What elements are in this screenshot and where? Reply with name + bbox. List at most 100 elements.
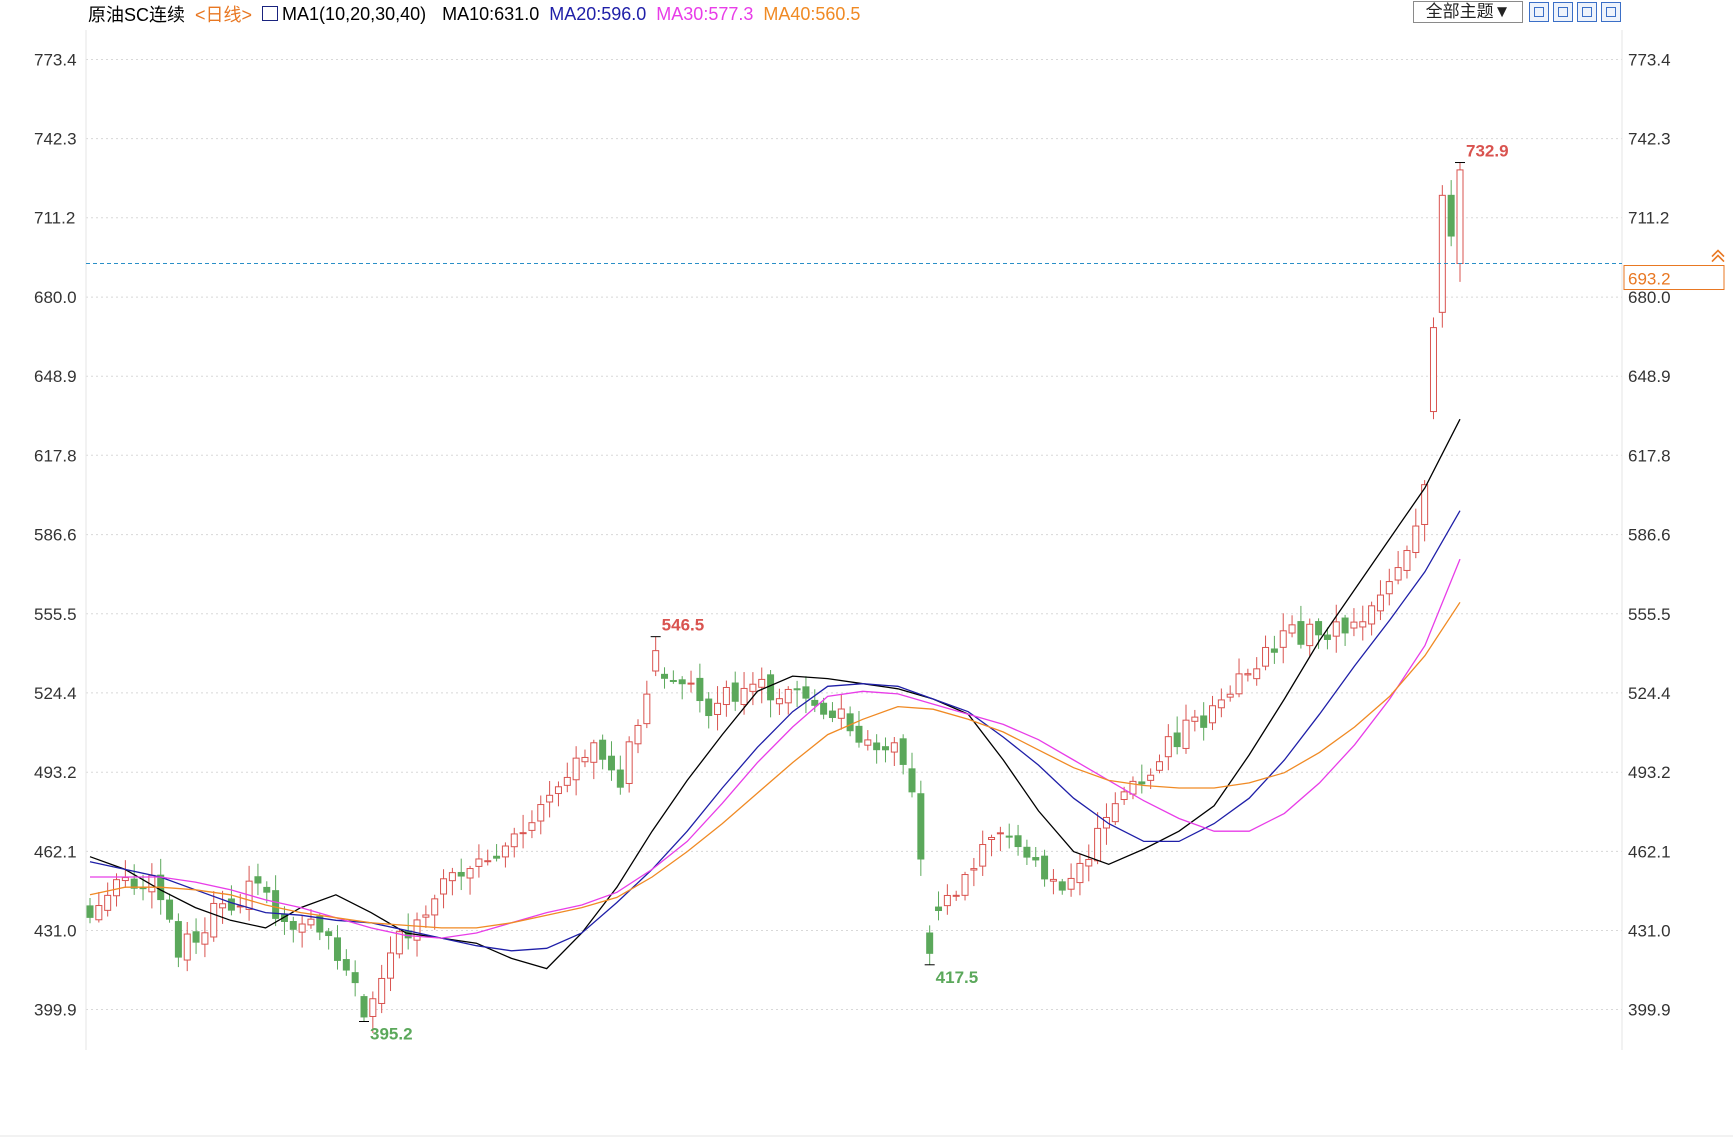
- candle-down: [457, 871, 465, 877]
- candle-up: [298, 923, 306, 933]
- candle-down: [705, 698, 713, 717]
- candle-down: [360, 996, 368, 1018]
- candle-up: [643, 693, 651, 725]
- candle-down: [227, 898, 235, 911]
- candle-up: [758, 678, 766, 688]
- candle-down: [192, 931, 200, 943]
- candle-up: [634, 724, 642, 745]
- candle-up: [1067, 877, 1075, 890]
- zoom-in-icon[interactable]: [1553, 2, 1573, 22]
- candle-up: [1182, 719, 1190, 749]
- current-price-tag: [1623, 265, 1725, 291]
- low-label: 395.2: [370, 1025, 413, 1044]
- ma-group[interactable]: MA1(10,20,30,40): [262, 4, 436, 25]
- candle-up: [837, 708, 845, 719]
- y-tick-label-right: 431.0: [1628, 921, 1671, 940]
- candle-up: [95, 905, 103, 921]
- candle-up: [563, 776, 571, 786]
- period-label[interactable]: <日线>: [195, 5, 253, 25]
- candle-up: [1279, 630, 1287, 648]
- candle-down: [1315, 621, 1323, 636]
- theme-dropdown-button[interactable]: 全部主题▼: [1413, 1, 1523, 23]
- candle-up: [1306, 623, 1314, 647]
- y-tick-label-right: 617.8: [1628, 446, 1671, 465]
- candle-down: [855, 725, 863, 743]
- candle-down: [86, 905, 94, 918]
- y-tick-label-left: 399.9: [34, 1001, 77, 1020]
- y-tick-label-right: 555.5: [1628, 605, 1671, 624]
- candle-up: [996, 832, 1004, 835]
- candle-up: [431, 898, 439, 916]
- candle-up: [1085, 859, 1093, 867]
- low-label: 417.5: [936, 968, 979, 987]
- candle-up: [1164, 736, 1172, 758]
- candle-up: [219, 903, 227, 909]
- candle-up: [890, 742, 898, 753]
- candle-up: [546, 794, 554, 803]
- candle-up: [1217, 699, 1225, 709]
- candle-down: [731, 682, 739, 702]
- candle-down: [1138, 781, 1146, 785]
- candle-down: [263, 886, 271, 893]
- candle-down: [325, 931, 333, 937]
- candle-up: [1262, 646, 1270, 667]
- candle-up: [1421, 484, 1429, 525]
- candle-up: [1094, 827, 1102, 862]
- candle-up: [1120, 791, 1128, 801]
- jump-end-icon[interactable]: [1601, 2, 1621, 22]
- candle-down: [342, 959, 350, 971]
- candle-up: [1226, 693, 1234, 698]
- indicator-icon: [262, 5, 279, 21]
- candle-up: [387, 952, 395, 979]
- y-tick-label-right: 399.9: [1628, 1001, 1671, 1020]
- candle-up: [749, 683, 757, 692]
- high-label: 546.5: [662, 616, 705, 635]
- crosshair-icon[interactable]: [1529, 2, 1549, 22]
- candle-down: [661, 673, 669, 679]
- candle-up: [537, 804, 545, 822]
- y-tick-label-left: 742.3: [34, 130, 77, 149]
- candle-down: [254, 876, 262, 884]
- candle-down: [846, 713, 854, 732]
- candle-up: [1332, 621, 1340, 637]
- candle-down: [616, 769, 624, 788]
- candle-down: [935, 906, 943, 912]
- candle-down: [1023, 846, 1031, 858]
- candle-up: [1368, 605, 1376, 625]
- candle-up: [528, 822, 536, 831]
- candle-down: [289, 921, 297, 930]
- candle-down: [404, 930, 412, 939]
- candle-up: [784, 688, 792, 704]
- candle-up: [952, 894, 960, 897]
- ma20-line: [89, 510, 1461, 952]
- y-tick-label-right: 742.3: [1628, 130, 1671, 149]
- candle-up: [1429, 327, 1437, 413]
- candle-up: [378, 977, 386, 1004]
- y-tick-label-right: 493.2: [1628, 763, 1671, 782]
- y-tick-label-left: 431.0: [34, 921, 77, 940]
- candle-up: [1288, 624, 1296, 634]
- candle-up: [1403, 550, 1411, 571]
- symbol-name[interactable]: 原油SC连续: [88, 5, 186, 25]
- candle-down: [1297, 621, 1305, 645]
- candle-up: [1235, 673, 1243, 695]
- candle-up: [979, 844, 987, 867]
- candle-down: [1200, 715, 1208, 728]
- candle-down: [272, 890, 280, 919]
- chart-legend: 原油SC连续 <日线> MA1(10,20,30,40) MA10:631.0 …: [88, 2, 870, 26]
- y-tick-label-right: 711.2: [1628, 209, 1669, 228]
- candle-up: [440, 878, 448, 895]
- candle-up: [422, 914, 430, 918]
- ma20-value: MA20:596.0: [549, 3, 647, 24]
- candle-down: [767, 674, 775, 701]
- candle-down: [678, 679, 686, 685]
- candle-up: [1394, 567, 1402, 581]
- step-forward-icon[interactable]: [1577, 2, 1597, 22]
- ma10-value: MA10:631.0: [442, 3, 540, 24]
- candle-up: [1456, 169, 1464, 265]
- y-tick-label-left: 586.6: [34, 526, 77, 545]
- candle-down: [873, 742, 881, 751]
- candle-up: [722, 686, 730, 706]
- candle-up: [510, 833, 518, 848]
